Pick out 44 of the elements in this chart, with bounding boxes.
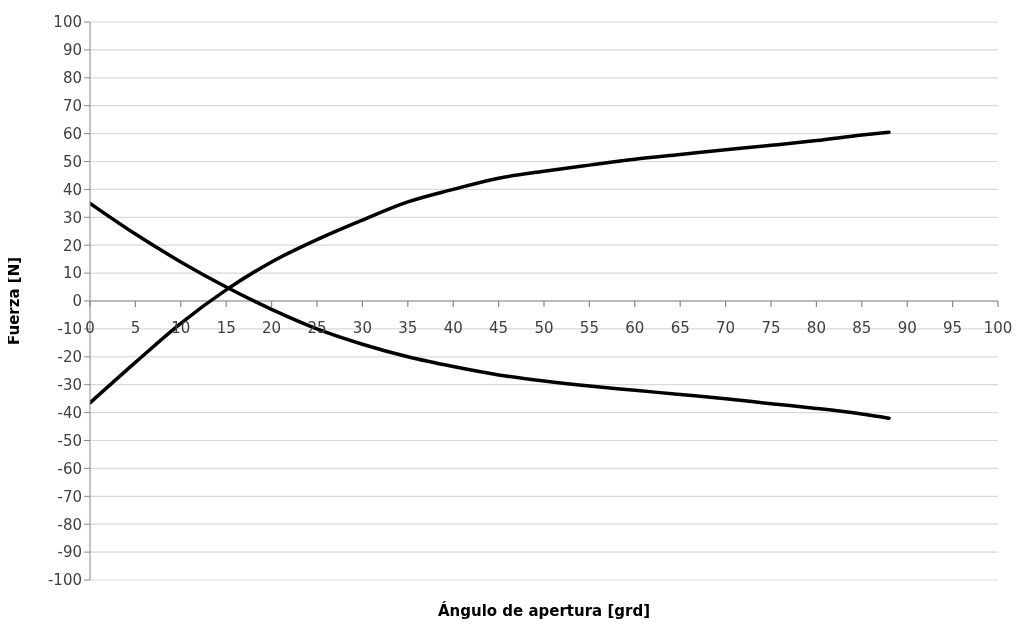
- x-tick-label: 20: [262, 319, 282, 337]
- x-tick-label: 65: [670, 319, 690, 337]
- y-tick-label: 50: [62, 152, 82, 171]
- y-tick-label: 100: [53, 13, 82, 32]
- x-tick-label: 45: [489, 319, 509, 337]
- x-tick-label: 15: [216, 319, 236, 337]
- y-tick-label: -90: [57, 543, 82, 562]
- y-tick-label: 40: [62, 180, 82, 199]
- y-tick-label: 70: [62, 97, 82, 116]
- x-tick-label: 30: [352, 319, 372, 337]
- x-tick-label: 80: [806, 319, 826, 337]
- x-axis-title: Ángulo de apertura [grd]: [437, 601, 651, 620]
- y-tick-label: -10: [57, 320, 82, 339]
- y-tick-label: -70: [57, 487, 82, 506]
- y-tick-label: -50: [57, 431, 82, 450]
- y-tick-label: -60: [57, 459, 82, 478]
- x-tick-label: 55: [579, 319, 599, 337]
- y-tick-label: 10: [62, 264, 82, 283]
- x-tick-label: 70: [716, 319, 736, 337]
- y-tick-label: 0: [72, 292, 82, 311]
- y-tick-label: -40: [57, 403, 82, 422]
- x-tick-label: 50: [534, 319, 554, 337]
- y-tick-label: -30: [57, 376, 82, 395]
- x-tick-label: 35: [398, 319, 418, 337]
- y-tick-label: 20: [62, 236, 82, 255]
- y-tick-label: 30: [62, 208, 82, 227]
- x-tick-label: 85: [852, 319, 872, 337]
- x-tick-label: 10: [171, 319, 191, 337]
- y-tick-label: 90: [62, 41, 82, 60]
- x-tick-label: 60: [625, 319, 645, 337]
- x-tick-label: 75: [761, 319, 781, 337]
- x-tick-label: 40: [443, 319, 463, 337]
- x-tick-label: 90: [897, 319, 917, 337]
- x-tick-label: 0: [85, 319, 95, 337]
- x-tick-label: 5: [130, 319, 141, 337]
- y-tick-label: -100: [47, 571, 82, 590]
- x-tick-label: 100: [983, 319, 1013, 337]
- x-tick-label: 25: [307, 319, 327, 337]
- y-tick-label: -20: [57, 348, 82, 367]
- x-tick-label: 95: [943, 319, 963, 337]
- y-tick-label: -80: [57, 515, 82, 534]
- y-tick-label: 60: [62, 124, 82, 143]
- y-axis-title: Fuerza [N]: [5, 256, 24, 346]
- y-tick-label: 80: [62, 69, 82, 88]
